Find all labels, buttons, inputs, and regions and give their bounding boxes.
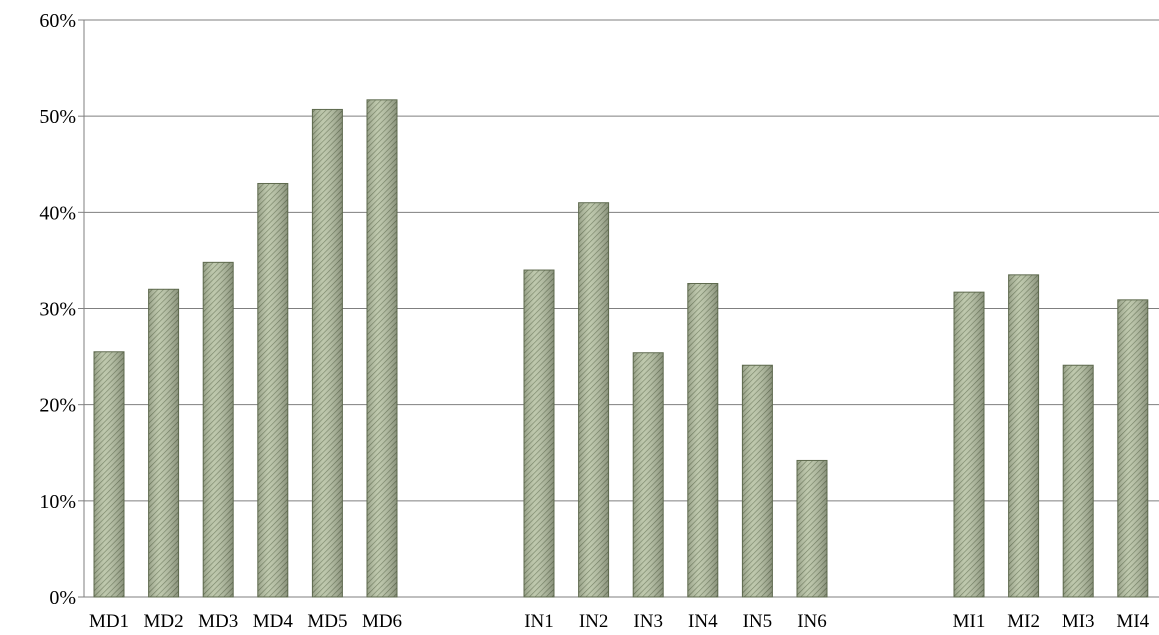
x-tick-labels: MD1 MD2 MD3 MD4 MD5 MD6 IN1 IN2 IN3 IN4 IN5 IN6 MI1 M… [89,611,1150,632]
x-tick-label: IN4 [688,611,718,632]
bar-mi2 [1008,274,1040,598]
x-tick-label: MI4 [1116,611,1149,632]
bar-shade [202,261,234,598]
bar-md1 [93,351,125,598]
x-tick-label: MD4 [253,611,294,632]
x-tick-label: IN3 [633,611,663,632]
bar-in5 [741,364,773,598]
bar-shade [632,352,664,598]
x-tick-label: MI1 [953,611,986,632]
bar-shade [93,351,125,598]
x-tick-label: MD5 [307,611,347,632]
bar-shade [523,269,555,598]
bar-in4 [687,282,719,598]
bar-mi3 [1062,364,1094,598]
bar-shade [257,182,289,598]
x-tick-label: IN6 [797,611,827,632]
y-tick-label: 50% [39,106,76,128]
bar-mi1 [953,291,985,598]
gridlines [84,19,1159,502]
bar-in3 [632,352,664,598]
x-tick-label: MD6 [362,611,402,632]
bar-md6 [366,99,398,598]
bar-md4 [257,182,289,598]
bar-md2 [148,288,180,598]
bar-shade [366,99,398,598]
x-tick-label: MD3 [198,611,238,632]
bar-in2 [578,202,610,598]
x-tick-label: MI2 [1007,611,1040,632]
bar-shade [311,108,343,598]
bar-shade [687,282,719,598]
bar-shade [741,364,773,598]
bar-mi4 [1117,299,1149,598]
x-tick-label: IN5 [743,611,773,632]
y-tick-label: 10% [39,491,76,513]
bar-shade [148,288,180,598]
bar-in6 [796,459,828,598]
x-tick-label: MD1 [89,611,129,632]
y-tick-label: 20% [39,395,76,417]
bar-shade [1062,364,1094,598]
x-tick-label: IN1 [524,611,554,632]
bar-shade [796,459,828,598]
y-tick-label: 30% [39,299,76,321]
y-tick-label: 40% [39,202,76,224]
y-tick-label: 60% [39,10,76,32]
x-tick-label: MD2 [144,611,184,632]
y-tick-labels: 0% 10% 20% 30% 40% 50% 60% [39,10,76,609]
bars [93,99,1149,598]
x-tick-label: IN2 [579,611,609,632]
bar-in1 [523,269,555,598]
bar-shade [953,291,985,598]
x-tick-label: MI3 [1062,611,1095,632]
y-tick-label: 0% [49,587,76,609]
bar-md5 [311,108,343,598]
bar-shade [578,202,610,598]
bar-shade [1117,299,1149,598]
bar-md3 [202,261,234,598]
bar-shade [1008,274,1040,598]
